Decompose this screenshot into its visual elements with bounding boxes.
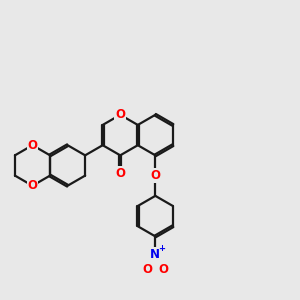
Text: O: O xyxy=(28,179,38,192)
Text: O: O xyxy=(115,167,125,180)
Text: O: O xyxy=(158,263,168,276)
Text: O: O xyxy=(150,169,160,182)
Text: O: O xyxy=(142,263,153,276)
Text: O: O xyxy=(28,139,38,152)
Text: +: + xyxy=(158,244,165,253)
Text: N: N xyxy=(150,248,160,261)
Text: O: O xyxy=(115,108,125,121)
